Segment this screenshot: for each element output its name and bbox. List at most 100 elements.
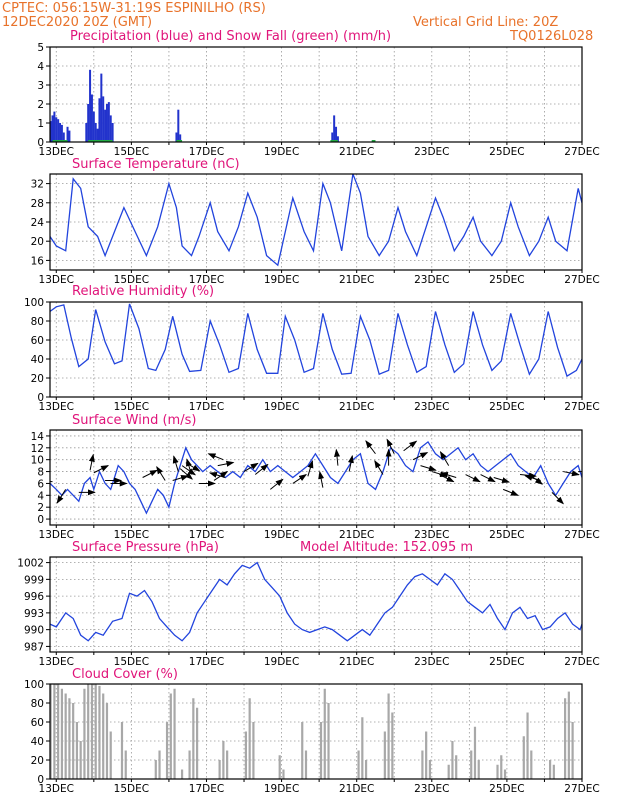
wind-arrow [181,465,196,476]
cloud-bar [90,684,94,779]
x-tick-label: 21DEC [339,529,374,541]
wind-arrow [243,462,259,472]
precip-bar [90,94,93,142]
precip-bar [177,109,180,142]
y-tick-label: 2 [37,502,44,514]
x-tick-label: 19DEC [264,274,299,286]
cloud-bar [278,755,281,779]
cloud-bar [98,685,101,779]
cloud-bar [387,693,390,779]
y-tick-label: 0 [37,137,44,149]
temperature-frame [49,173,583,271]
cloud-bar [451,741,454,779]
header-model-id: TQ0126L028 [509,29,593,44]
wind-frame [49,429,583,526]
wind-arrow [292,474,307,484]
cloud-bar [244,731,248,779]
cloud-marks [50,684,574,779]
precip-bar [53,111,56,142]
x-tick-label: 17DEC [189,529,224,541]
y-tick-label: 14 [31,431,45,443]
precip-bar [333,115,336,142]
temperature-title: Surface Temperature (nC) [72,157,240,172]
cloud-bar [50,684,52,779]
wind-title: Surface Wind (m/s) [72,413,196,428]
wind-arrow [502,488,519,496]
precip-bar [66,126,69,142]
y-tick-label: 28 [31,198,44,210]
cloud-bar [79,741,82,779]
x-tick-label: 25DEC [489,401,524,413]
cloud-bar [252,722,255,779]
x-tick-label: 15DEC [114,401,149,413]
precip-bar [111,123,114,142]
precip-bar [105,104,108,142]
cloud-bar [357,750,360,779]
precip-frame [49,46,583,143]
cloud-bar [248,698,251,779]
x-tick-label: 13DEC [39,529,74,541]
y-tick-label: 993 [24,608,44,620]
cloud-bar [282,769,285,779]
snow-bar [176,140,183,142]
y-tick-label: 8 [37,467,44,479]
wind-arrow [142,469,158,478]
precip-title: Precipitation (blue) and Snow Fall (gree… [70,29,391,44]
y-tick-label: 24 [31,217,45,229]
y-tick-label: 20 [31,755,44,767]
temperature-panel: 16 20 24 28 32 13DEC 15DEC 17DEC 19DEC 21DEC 23DEC… [31,173,600,286]
wind-arrow [439,451,450,466]
cloud-bar [567,691,570,779]
cloud-bar [180,769,184,779]
cloud-bar [124,750,127,779]
cloud-bar [68,698,71,779]
x-tick-label: 25DEC [489,783,524,795]
y-tick-label: 4 [37,61,44,73]
wind-arrow [348,454,354,472]
wind-arrow [156,466,166,481]
x-tick-label: 17DEC [189,274,224,286]
cloud-bar [319,722,323,779]
precip-bar [104,109,107,142]
cloud-bar [496,764,499,779]
x-tick-label: 15DEC [114,656,149,668]
cloud-bar [154,760,157,779]
cloud-bar [526,712,529,779]
snow-bar [88,140,113,142]
cloud-bar [361,717,364,779]
humidity-title: Relative Humidity (%) [72,284,214,299]
cloud-bar [304,750,308,779]
x-tick-label: 27DEC [564,401,599,413]
x-tick-label: 27DEC [564,783,599,795]
wind-arrow [412,452,429,461]
x-tick-label: 19DEC [264,783,299,795]
precip-bar [85,123,88,142]
x-tick-label: 17DEC [189,401,224,413]
wind-arrow [551,491,564,505]
cloud-bar [218,760,221,779]
y-tick-label: 12 [31,443,44,455]
precip-bar [102,96,105,142]
header-datetime: 12DEC2020 20Z (GMT) [2,15,152,30]
humidity-panel: 0 20 40 60 80 100 13DEC 15DEC 17DEC 19DEC 21DEC 23D… [24,297,600,413]
cloud-bar [571,722,574,779]
cloud-bar [169,693,172,779]
cloud-bar [503,769,507,779]
x-tick-label: 13DEC [39,656,74,668]
header-location: CPTEC: 056:15W-31:19S ESPINILHO (RS) [2,1,266,16]
y-tick-label: 32 [31,179,44,191]
cloud-bar [109,731,112,779]
y-tick-label: 990 [24,625,44,637]
cloud-bar [120,722,124,779]
wind-arrow [88,453,95,471]
cloud-bar [425,731,428,779]
wind-arrow [179,468,193,480]
x-tick-label: 17DEC [189,146,224,158]
cloud-bar [60,688,64,779]
precip-bar [179,134,182,142]
x-tick-label: 27DEC [564,274,599,286]
cloud-bar [473,726,477,779]
cloud-bar [222,741,225,779]
wind-arrow [386,438,395,454]
